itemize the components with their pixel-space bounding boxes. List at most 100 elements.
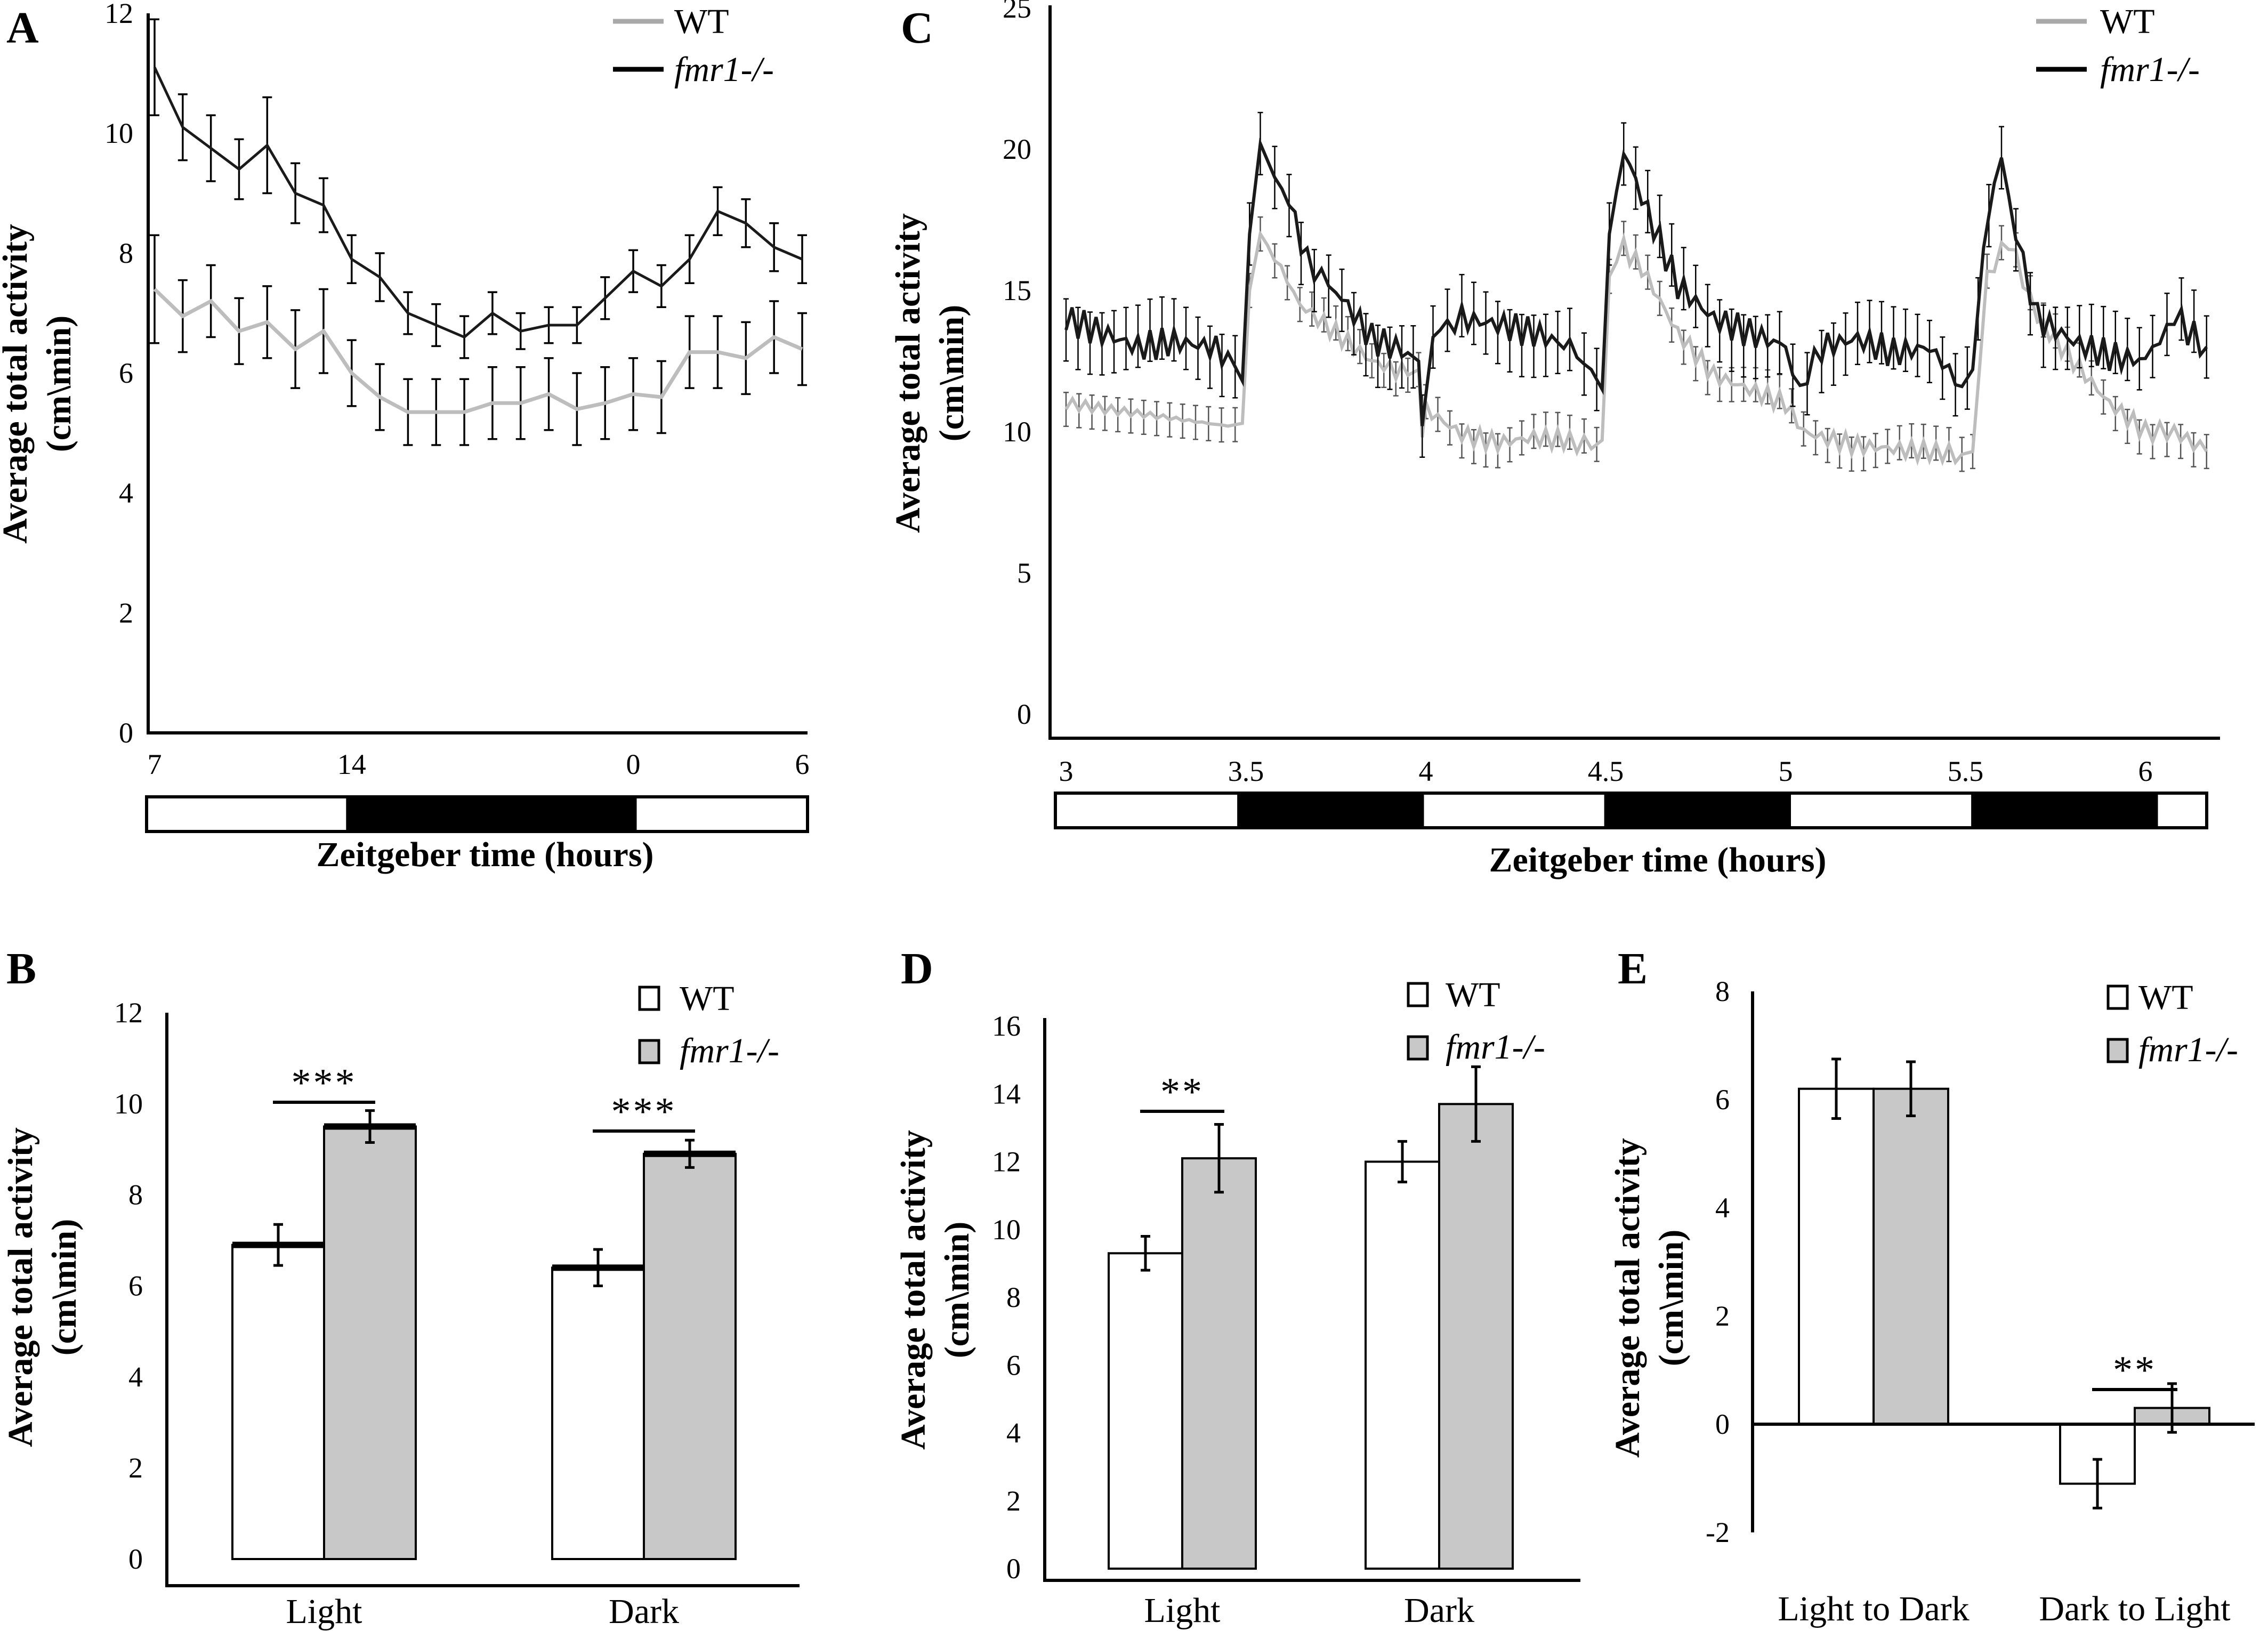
- y-tick-label: 2: [128, 1452, 143, 1484]
- dark-period: [1237, 792, 1424, 829]
- panel-a-x-ticks: 7 14 0 6: [148, 748, 810, 780]
- y-tick-label: 4: [1715, 1192, 1730, 1224]
- panel-d-categories: Light Dark: [1144, 1591, 1474, 1630]
- panel-d-y-axis-title: Average total activity (cm\min): [894, 1130, 976, 1450]
- light-period: [1054, 792, 1241, 829]
- significance-label: **: [1160, 1070, 1204, 1114]
- light-period: [145, 795, 350, 833]
- y-tick-label: 2: [119, 597, 133, 629]
- y-tick-label: 10: [114, 1088, 143, 1120]
- panel-b-legend: WT fmr1-/-: [638, 979, 779, 1070]
- bar-wt: [231, 1244, 325, 1560]
- x-tick-label: 5: [1779, 755, 1793, 787]
- category-label: Light: [286, 1592, 362, 1631]
- panel-c-y-ticks: 0 5 10 15 20 25: [1003, 0, 1031, 730]
- series-line-fmr1: [153, 67, 803, 339]
- legend-wt-label: WT: [2100, 2, 2155, 41]
- y-tick-label: 2: [1006, 1485, 1021, 1517]
- y-tick-label: 12: [104, 0, 133, 29]
- y-tick-label: 0: [119, 717, 133, 749]
- bar-fmr1: [1181, 1157, 1257, 1570]
- panel-e-y-axis-title: Average total activity (cm\min): [1608, 1138, 1691, 1458]
- panel-d-y-ticks: 0 2 4 6 8 10 12 14 16: [992, 1010, 1021, 1585]
- y-tick-label: 4: [128, 1361, 143, 1393]
- panel-c-plot-area: [1063, 111, 2209, 472]
- series-line-wt: [1064, 230, 2208, 466]
- y-tick-label: 0: [128, 1543, 143, 1575]
- panel-a-y-ticks: 0 2 4 6 8 10 12: [104, 0, 133, 749]
- y-tick-label: 10: [992, 1214, 1021, 1246]
- dark-period: [346, 795, 637, 833]
- bar-fmr1: [1438, 1103, 1514, 1570]
- y-tick-label: 20: [1003, 133, 1031, 165]
- panel-c-x-axis-title: Zeitgeber time (hours): [1489, 841, 1827, 879]
- y-tick-label: 6: [1715, 1084, 1730, 1116]
- panel-letter-a: A: [6, 3, 39, 53]
- panel-e: E Average total activity (cm\min) -2 0 2 4 6…: [1608, 944, 2255, 1628]
- panel-letter-d: D: [901, 944, 933, 994]
- x-tick-label: 4: [1419, 755, 1433, 787]
- y-axis-unit: (cm\min): [45, 1219, 84, 1356]
- legend-wt-swatch: [638, 986, 660, 1011]
- series-line-fmr1: [1064, 137, 2208, 426]
- y-axis-unit: (cm\min): [39, 316, 78, 453]
- y-tick-label: 5: [1017, 557, 1031, 589]
- panel-a-light-dark-bar: [145, 795, 809, 833]
- panel-b-y-axis-title: Average total activity (cm\min): [1, 1127, 84, 1447]
- panel-d-legend: WT fmr1-/-: [1407, 975, 1545, 1067]
- x-tick-label: 3.5: [1228, 755, 1264, 787]
- y-axis-unit: (cm\min): [938, 1222, 976, 1359]
- panel-letter-c: C: [901, 3, 933, 53]
- panel-a-legend: WT fmr1-/-: [613, 2, 774, 89]
- dark-period: [1604, 792, 1791, 829]
- y-axis-unit: (cm\min): [932, 305, 971, 442]
- y-tick-label: 8: [128, 1179, 143, 1211]
- y-tick-label: 12: [992, 1146, 1021, 1178]
- panel-e-y-ticks: -2 0 2 4 6 8: [1706, 975, 1730, 1548]
- panel-d: D Average total activity (cm\min) 0 2 4 6 8 1…: [894, 944, 1580, 1630]
- y-tick-label: 15: [1003, 274, 1031, 306]
- panel-a: A Average total activity (cm\min) 0 2 4 6 8 1…: [0, 0, 810, 874]
- panel-e-plot-area: **: [1798, 1057, 2210, 1509]
- panel-c-light-dark-bar: [1054, 792, 2208, 829]
- x-tick-label: 0: [626, 748, 641, 780]
- panel-a-y-axis-title: Average total activity (cm\min): [0, 224, 78, 544]
- light-period: [2154, 792, 2208, 829]
- panel-e-legend: WT fmr1-/-: [2106, 978, 2238, 1069]
- legend-wt-label: WT: [1446, 975, 1500, 1014]
- legend-fmr1-label: fmr1-/-: [1446, 1028, 1545, 1067]
- legend-fmr1-swatch: [1407, 1035, 1429, 1061]
- panel-d-plot-area: **: [1108, 1065, 1514, 1570]
- y-axis-label: Average total activity: [1, 1127, 40, 1447]
- bar-fmr1: [643, 1152, 737, 1561]
- y-axis-unit: (cm\min): [1652, 1230, 1691, 1367]
- panel-b: B Average total activity (cm\min) 0 2 4 6 8 1…: [1, 944, 800, 1631]
- y-tick-label: 10: [1003, 416, 1031, 448]
- x-tick-label: 6: [2138, 755, 2153, 787]
- legend-fmr1-label: fmr1-/-: [680, 1031, 779, 1070]
- bar-fmr1: [323, 1125, 417, 1561]
- panel-c: C Average total activity (cm\min) 0 5 10 15…: [889, 0, 2220, 879]
- bar-wt: [551, 1266, 645, 1560]
- y-tick-label: 6: [1006, 1349, 1021, 1381]
- y-tick-label: 8: [1715, 975, 1730, 1007]
- significance-label: **: [2113, 1349, 2157, 1392]
- legend-wt-label: WT: [2138, 978, 2193, 1017]
- series-line-wt: [153, 287, 803, 414]
- bar-wt: [1108, 1252, 1183, 1570]
- y-axis-label: Average total activity: [0, 224, 35, 544]
- legend-wt-swatch: [2106, 984, 2129, 1010]
- category-label: Dark: [1404, 1591, 1474, 1630]
- legend-fmr1-label: fmr1-/-: [2100, 50, 2200, 89]
- legend-fmr1-label: fmr1-/-: [674, 50, 774, 89]
- y-tick-label: 4: [1006, 1417, 1021, 1449]
- y-tick-label: 8: [1006, 1281, 1021, 1313]
- panel-c-legend: WT fmr1-/-: [2036, 2, 2200, 89]
- y-tick-label: 10: [104, 117, 133, 149]
- legend-wt-label: WT: [674, 2, 729, 41]
- y-tick-label: 16: [992, 1010, 1021, 1042]
- panel-letter-b: B: [6, 944, 36, 994]
- light-period: [633, 795, 809, 833]
- category-label: Dark: [609, 1592, 679, 1631]
